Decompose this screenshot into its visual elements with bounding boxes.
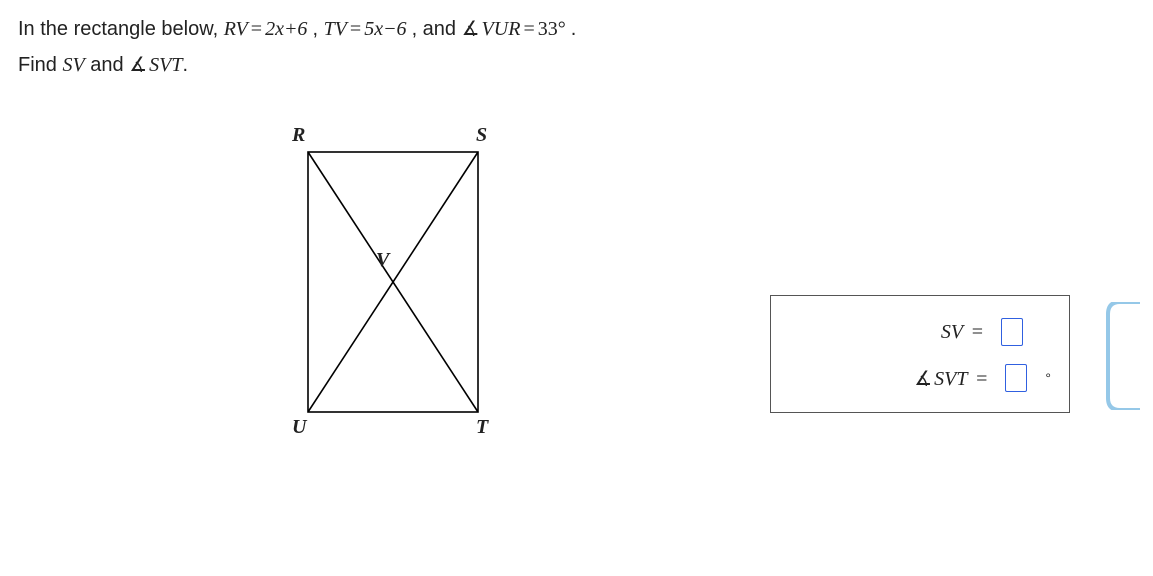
input-sv[interactable] <box>1001 318 1023 346</box>
answer-row-svt: ∡SVT = ° <box>789 364 1051 392</box>
sidebar-bracket-icon <box>1106 302 1140 410</box>
vertex-label-u: U <box>292 416 306 439</box>
degree-symbol: ° <box>1045 370 1051 386</box>
separator-2: , and <box>412 18 462 40</box>
vertex-label-t: T <box>476 416 488 439</box>
answer-label-svt: ∡SVT = <box>914 366 991 391</box>
answer-row-sv: SV = <box>789 318 1051 346</box>
expr-rv: RV=2x+6 <box>224 18 313 40</box>
and-word: and <box>90 54 129 76</box>
vertex-label-r: R <box>292 124 305 147</box>
period-1: . <box>571 18 577 40</box>
find-svt: ∡SVT <box>129 54 182 76</box>
text-find: Find <box>18 54 62 76</box>
prompt-line-2: Find SV and ∡SVT. <box>18 48 1135 82</box>
answer-panel: SV = ∡SVT = ° <box>770 295 1070 413</box>
figure-rectangle: R S U T V <box>298 142 518 432</box>
period-2: . <box>182 54 188 76</box>
input-svt[interactable] <box>1005 364 1027 392</box>
expr-tv: TV=5x−6 <box>324 18 412 40</box>
answer-label-sv: SV = <box>941 321 987 344</box>
separator-1: , <box>312 18 323 40</box>
prompt-line-1: In the rectangle below, RV=2x+6 , TV=5x−… <box>18 12 1135 46</box>
center-label-v: V <box>376 249 389 272</box>
find-sv: SV <box>62 54 84 76</box>
expr-angle-vurs: ∡VUR=33° <box>462 18 571 40</box>
rectangle-diagram <box>298 142 498 432</box>
vertex-label-s: S <box>476 124 487 147</box>
text-intro: In the rectangle below, <box>18 18 224 40</box>
